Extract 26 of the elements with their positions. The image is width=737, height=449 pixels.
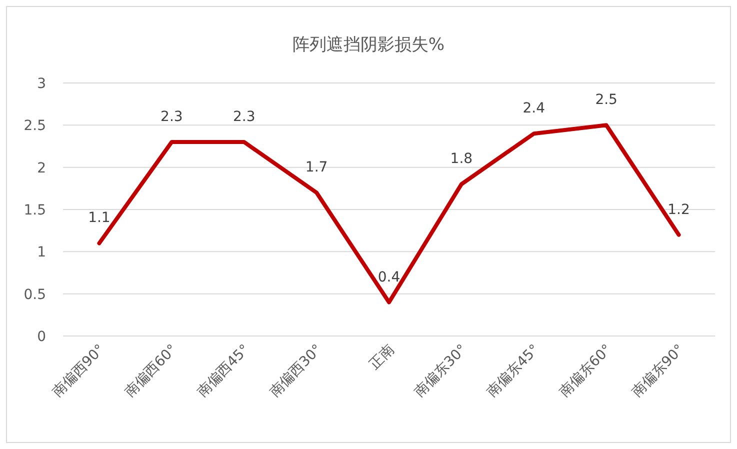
data-label: 1.8 [450,151,473,168]
x-tick-label: 南偏东90° [629,342,688,400]
x-tick-label: 南偏西90° [49,342,108,400]
data-label: 1.7 [305,160,328,176]
data-label: 0.4 [378,269,400,286]
data-label: 1.2 [668,202,690,218]
data-label: 2.4 [522,100,546,117]
x-tick-label: 南偏东30° [412,342,470,400]
data-label: 1.1 [88,210,110,226]
y-tick-label: 2 [37,160,46,176]
data-label: 2.5 [595,92,618,108]
chart-title: 阵列遮挡阴影损失% [292,35,445,55]
y-tick-label: 1 [37,244,46,261]
y-tick-label: 0.5 [24,286,46,303]
x-tick-label: 正南 [366,342,398,373]
x-tick-label: 南偏东60° [556,342,616,400]
x-tick-label: 南偏东45° [484,342,543,400]
x-tick-label: 南偏西30° [266,342,326,400]
data-label: 2.3 [232,109,256,126]
y-tick-label: 1.5 [24,202,46,218]
y-tick-label: 2.5 [24,118,46,134]
y-tick-label: 0 [37,329,46,345]
x-tick-label: 南偏西45° [194,342,253,400]
data-label: 2.3 [160,109,183,126]
y-tick-label: 3 [37,76,46,92]
x-tick-label: 南偏西60° [122,342,180,400]
